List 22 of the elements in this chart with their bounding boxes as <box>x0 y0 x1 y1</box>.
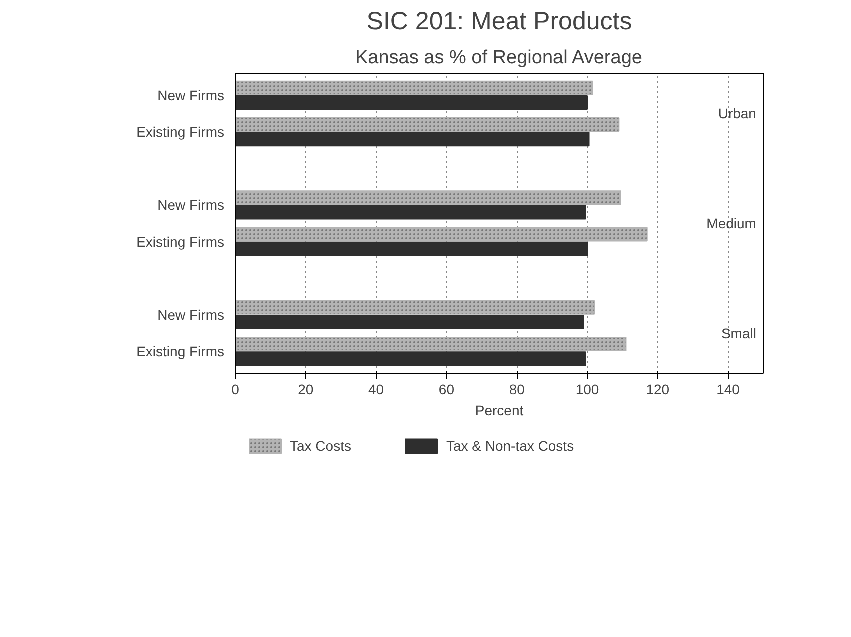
x-tick-label: 100 <box>576 382 600 398</box>
x-tick-label: 140 <box>716 382 740 398</box>
y-tick-label: New Firms <box>158 197 225 214</box>
x-tick-label: 120 <box>646 382 670 398</box>
legend-label: Tax & Non-tax Costs <box>446 438 574 454</box>
legend-label: Tax Costs <box>290 438 352 454</box>
annotation: Urban <box>718 106 756 122</box>
y-tick-label: Existing Firms <box>136 124 225 140</box>
annotation: Medium <box>706 216 756 232</box>
annotation: Small <box>721 325 756 342</box>
x-tick-label: 40 <box>368 382 384 398</box>
x-axis-title: Percent <box>475 402 524 418</box>
x-tick-label: 20 <box>298 382 314 398</box>
x-tick-label: 60 <box>438 382 455 398</box>
x-tick-label: 80 <box>509 382 526 398</box>
chart-title: SIC 201: Meat Products <box>366 8 632 36</box>
y-tick-label: New Firms <box>158 306 225 323</box>
y-tick-label: New Firms <box>158 87 225 104</box>
y-tick-label: Existing Firms <box>136 234 225 250</box>
x-tick-label: 0 <box>232 382 240 398</box>
chart-subtitle: Kansas as % of Regional Average <box>356 48 642 68</box>
y-tick-label: Existing Firms <box>136 344 225 360</box>
